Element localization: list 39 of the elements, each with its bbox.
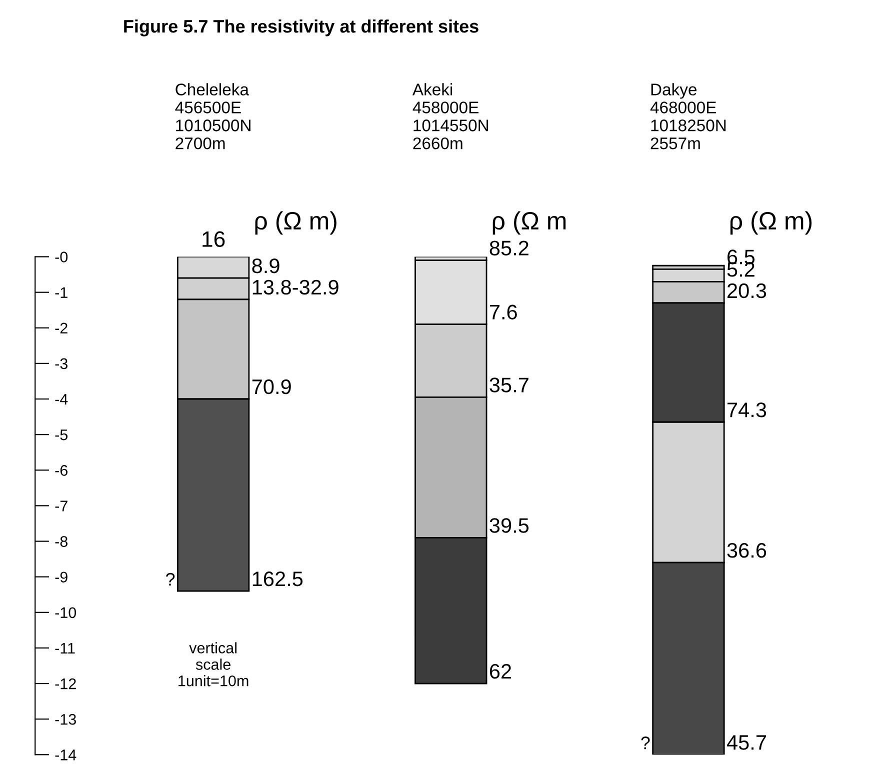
annotation: 62 — [490, 664, 512, 679]
y-tick-label: -12 — [55, 678, 76, 690]
y-tick-label: -1 — [55, 287, 68, 298]
y-tick-label: -9 — [55, 572, 68, 583]
text: ρ (Ω m) — [255, 211, 336, 235]
y-tick-label: -10 — [55, 607, 76, 618]
x-tick-label: Akeki 458000E 1014550N 2660m — [412, 83, 488, 150]
y-tick-label: -0 — [55, 252, 68, 262]
annotation: 70.9 — [252, 379, 291, 394]
annotation: 7.6 — [490, 304, 517, 320]
y-tick-label: -5 — [55, 430, 68, 440]
annotation: ? — [641, 736, 650, 750]
annotation: 36.6 — [727, 543, 766, 558]
annotation: 13.8-32.9 — [252, 280, 338, 295]
annotation: 85.2 — [490, 240, 528, 256]
x-tick-label: Dakye 468000E 1018250N 2557m — [650, 83, 726, 150]
text: ρ (Ω m) — [730, 211, 812, 235]
chart-title: Figure 5.7 The resistivity at different sites — [124, 19, 478, 36]
y-tick-label: -3 — [55, 358, 68, 370]
y-tick-label: -8 — [55, 536, 68, 547]
y-tick-label: -14 — [55, 750, 76, 760]
y-tick-label: -2 — [55, 322, 68, 334]
y-tick-label: -7 — [55, 500, 68, 512]
annotation: 39.5 — [490, 518, 529, 533]
annotation: vertical scale 1unit=10m — [178, 642, 248, 686]
annotation: 45.7 — [726, 735, 766, 750]
y-tick-label: -4 — [55, 394, 68, 405]
y-tick-label: -6 — [55, 465, 68, 476]
annotation: 162.5 — [252, 571, 303, 586]
annotation: 16 — [202, 231, 225, 248]
annotation: 74.3 — [728, 402, 766, 418]
x-tick-label: Cheleleka 456500E 1010500N 2700m — [175, 83, 250, 150]
text: ρ (Ω m — [492, 211, 566, 235]
y-tick-label: -11 — [55, 642, 75, 654]
annotation: 35.7 — [490, 378, 528, 392]
annotation: 20.3 — [728, 283, 766, 298]
y-tick-label: -13 — [55, 714, 76, 725]
annotation: 8.9 — [252, 258, 280, 274]
annotation: ? — [166, 572, 175, 586]
